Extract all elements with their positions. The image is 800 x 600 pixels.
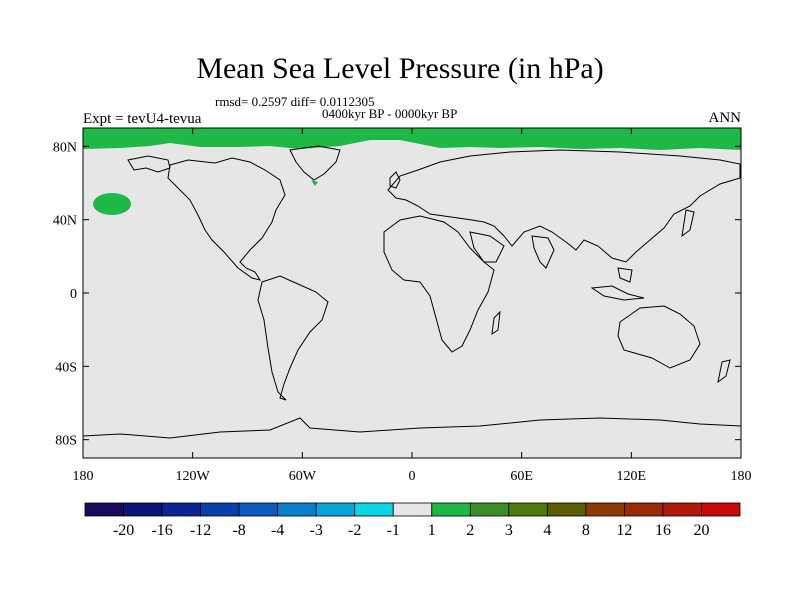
colorbar-swatch <box>200 502 240 517</box>
north-america-coast <box>167 157 286 281</box>
lon-tick-label: 180 <box>73 469 94 484</box>
stats-label: rmsd= 0.2597 diff= 0.0112305 <box>215 94 375 109</box>
lat-tick-label: 80N <box>53 140 77 155</box>
colorbar-label: 4 <box>543 522 551 539</box>
colorbar-swatch <box>431 502 471 517</box>
colorbar-label: 20 <box>693 522 709 539</box>
north-pacific-anomaly <box>93 193 131 215</box>
lat-tick-label: 40S <box>55 360 77 375</box>
colorbar-swatch <box>354 502 394 517</box>
lon-tick-label: 180 <box>731 469 752 484</box>
coastlines <box>82 145 742 439</box>
colorbar-swatch <box>84 502 124 517</box>
lon-tick-label: 60E <box>510 469 533 484</box>
lon-tick-label: 0 <box>409 469 416 484</box>
colorbar-label: -16 <box>151 522 172 539</box>
alaska-coast <box>127 155 171 173</box>
colorbar-label: -3 <box>310 522 323 539</box>
india-coast <box>531 235 555 269</box>
colorbar-label: -8 <box>232 522 245 539</box>
colorbar-swatch <box>277 502 317 517</box>
period-label: 0400kyr BP - 0000kyr BP <box>322 106 458 121</box>
colorbar-swatch <box>662 502 702 517</box>
colorbar-swatch <box>508 502 548 517</box>
colorbar-swatch <box>161 502 201 517</box>
colorbar-swatch <box>624 502 664 517</box>
japan-coast <box>681 209 695 238</box>
lat-tick-label: 0 <box>70 287 77 302</box>
map-background <box>83 128 741 458</box>
greenland-coast <box>289 145 341 181</box>
colorbar-swatch <box>123 502 163 517</box>
colorbar-label: -12 <box>190 522 211 539</box>
colorbar-label: 8 <box>582 522 590 539</box>
experiment-label: Expt = tevU4-tevua <box>83 111 202 127</box>
lon-tick-label: 120W <box>176 469 211 484</box>
lon-tick-label: 120E <box>617 469 647 484</box>
colorbar-swatch <box>315 502 356 517</box>
arabia-coast <box>469 231 505 263</box>
eurasia-coast <box>387 149 741 263</box>
arctic-anomaly <box>83 128 741 150</box>
lon-tick-label: 60W <box>289 469 317 484</box>
colorbar-swatch <box>585 502 625 517</box>
greenland-sea-anomaly <box>311 180 318 186</box>
colorbar-swatch <box>392 502 433 517</box>
colorbar-label: 1 <box>428 522 436 539</box>
uk-coast <box>389 171 401 189</box>
colorbar-swatch <box>238 502 279 517</box>
anomaly-layer <box>83 128 741 215</box>
colorbar-swatch <box>546 502 587 517</box>
southeast-asia-islands <box>590 267 645 301</box>
colorbar-label: 2 <box>466 522 474 539</box>
map-axes: 80N 40N 0 40S 80S 180 120W 60W 0 60E 120E 180 <box>53 128 752 484</box>
colorbar-label: -1 <box>387 522 400 539</box>
madagascar-coast <box>491 310 501 336</box>
new-zealand-coast <box>717 359 731 384</box>
antarctica-coast <box>82 417 742 439</box>
colorbar-label: -4 <box>271 522 284 539</box>
colorbar-swatch <box>701 502 741 517</box>
colorbar-label: -20 <box>113 522 134 539</box>
colorbar: -20 -16 -12 -8 -4 -3 -2 -1 1 2 3 4 8 12 16 20 <box>84 502 741 539</box>
south-america-coast <box>257 275 329 401</box>
map-title: Mean Sea Level Pressure (in hPa) <box>196 52 604 85</box>
colorbar-label: 16 <box>655 522 671 539</box>
lat-tick-label: 80S <box>55 434 77 449</box>
colorbar-label: 12 <box>616 522 632 539</box>
map-panel <box>82 127 742 459</box>
africa-coast <box>383 215 495 353</box>
colorbar-label: 3 <box>505 522 513 539</box>
season-label: ANN <box>708 110 742 126</box>
lat-tick-label: 40N <box>53 214 77 229</box>
colorbar-swatch <box>469 502 510 517</box>
colorbar-label: -2 <box>348 522 361 539</box>
australia-coast <box>617 305 701 369</box>
